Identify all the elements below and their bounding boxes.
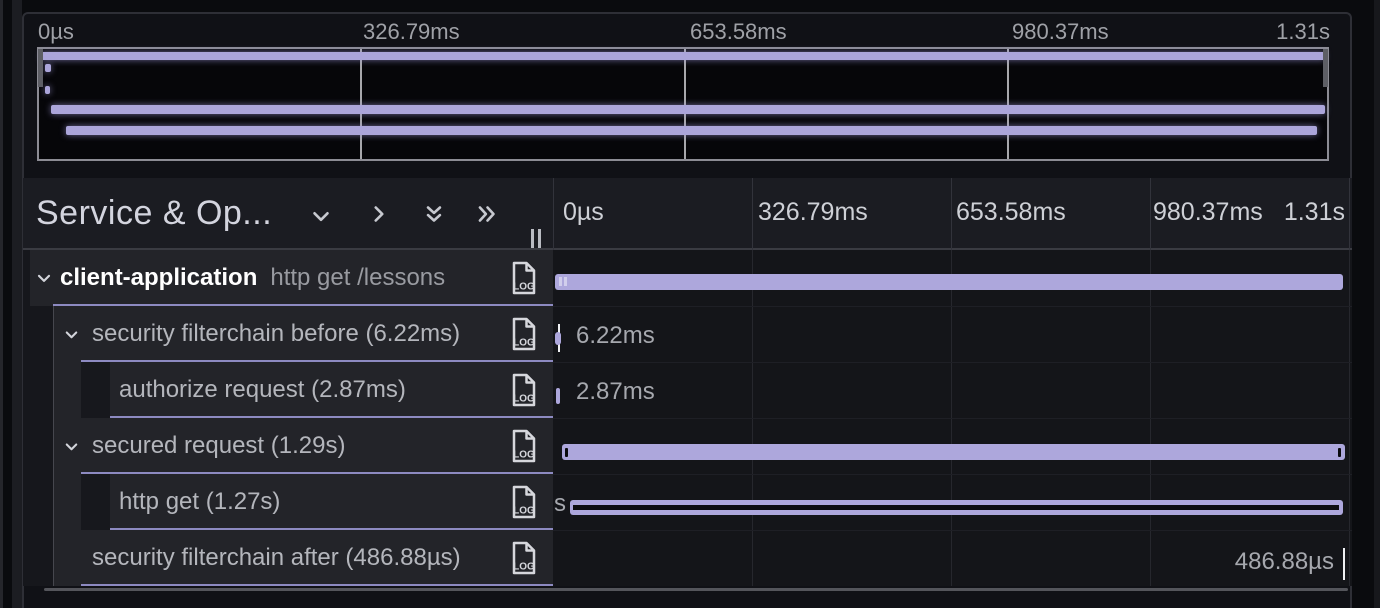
minimap-tick-4: 1.31s (1276, 19, 1330, 44)
span-bar-http-get[interactable] (570, 500, 1343, 515)
chevrons-down-icon[interactable] (421, 201, 447, 227)
minimap-span-bar-root (41, 52, 1325, 60)
minimap-tick-2: 653.58ms (690, 19, 787, 44)
log-icon[interactable]: LOG (509, 316, 539, 352)
span-row-secured-request[interactable]: secured request (1.29s) LOG (23, 418, 553, 474)
header-divider (1349, 178, 1350, 250)
log-marker (564, 277, 567, 286)
row-underline (53, 304, 553, 306)
span-row-filterchain-before[interactable]: security filterchain before (6.22ms) LOG (23, 306, 553, 362)
minimap-span-bar-secured (51, 105, 1325, 114)
span-boundary-line (1343, 548, 1345, 580)
span-label: secured request (1.29s) (92, 432, 346, 459)
page-edge-strip-left2 (12, 0, 22, 608)
span-duration-label: 2.87ms (576, 378, 655, 405)
indent-guide (81, 474, 110, 530)
minimap-tick-0: 0µs (38, 19, 74, 44)
collapse-chevron-icon[interactable] (62, 325, 82, 345)
svg-text:LOG: LOG (513, 449, 535, 460)
svg-text:LOG: LOG (513, 393, 535, 404)
minimap-span-bar-filterchain-before (45, 64, 51, 72)
header-tick-4: 1.31s (1283, 198, 1345, 226)
log-marker (1338, 447, 1341, 457)
operation-name: http get /lessons (270, 264, 446, 291)
minimap-span-bar-httpget (66, 126, 1317, 135)
log-icon[interactable]: LOG (509, 372, 539, 408)
header-divider (1150, 178, 1151, 250)
minimap-tick-1: 326.79ms (363, 19, 460, 44)
row-separator (553, 418, 1352, 419)
span-bar-client-application[interactable] (555, 274, 1343, 290)
row-underline (110, 416, 553, 418)
row-underline (81, 360, 553, 362)
critical-path-stripe (573, 505, 1339, 510)
span-row-authorize-request[interactable]: authorize request (2.87ms) LOG (23, 362, 553, 418)
minimap-gridline (684, 49, 686, 159)
minimap-span-bar-authorize (45, 86, 50, 94)
span-label: security filterchain before (6.22ms) (92, 320, 461, 347)
chevron-right-icon[interactable] (366, 201, 392, 227)
minimap-viewport-handle-right[interactable] (1323, 49, 1328, 87)
timeline-body: 6.22ms 2.87ms 1.27s 486.88µs (553, 250, 1352, 586)
row-separator (553, 362, 1352, 363)
log-marker (559, 277, 562, 286)
minimap-tick-3: 980.37ms (1012, 19, 1109, 44)
span-duration-label: 1.27s (553, 490, 566, 517)
row-underline (81, 584, 553, 586)
chevrons-right-icon[interactable] (474, 201, 500, 227)
header-tick-3: 980.37ms (1153, 198, 1263, 226)
span-duration-label: 486.88µs (1234, 548, 1334, 575)
span-bar-secured-request[interactable] (562, 444, 1345, 460)
span-duration-label: 6.22ms (576, 322, 655, 349)
span-name-column: client-application http get /lessons LOG … (23, 250, 553, 586)
row-underline (81, 472, 553, 474)
log-icon[interactable]: LOG (509, 428, 539, 464)
log-icon[interactable]: LOG (509, 260, 539, 296)
row-separator (553, 530, 1352, 531)
header-divider (553, 178, 554, 250)
trace-minimap[interactable] (37, 47, 1329, 161)
header-divider (951, 178, 952, 250)
span-label: security filterchain after (486.88µs) (92, 544, 461, 571)
svg-text:LOG: LOG (513, 337, 535, 348)
collapse-chevron-icon[interactable] (62, 437, 82, 457)
minimap-viewport-handle-left[interactable] (38, 49, 43, 87)
page-edge-strip-right (1374, 0, 1380, 608)
header-tick-0: 0µs (563, 198, 604, 226)
header-tick-1: 326.79ms (758, 198, 868, 226)
horizontal-scrollbar[interactable] (44, 588, 1348, 591)
collapse-chevron-icon[interactable] (34, 268, 54, 288)
span-label: authorize request (2.87ms) (119, 376, 406, 403)
svg-text:LOG: LOG (513, 281, 535, 292)
span-label: http get (1.27s) (119, 488, 281, 515)
indent-guide (81, 362, 110, 418)
tree-guide-line (53, 306, 54, 586)
page-edge-strip-left (0, 0, 3, 608)
timeline-header (23, 178, 1352, 250)
svg-text:LOG: LOG (513, 505, 535, 516)
svg-text:LOG: LOG (513, 561, 535, 572)
row-separator (553, 474, 1352, 475)
span-row-filterchain-after[interactable]: security filterchain after (486.88µs) LO… (23, 530, 553, 586)
row-separator (553, 306, 1352, 307)
columns-dropdown-label[interactable]: Service & Op... (36, 194, 273, 232)
log-icon[interactable]: LOG (509, 540, 539, 576)
span-row-http-get[interactable]: http get (1.27s) LOG (23, 474, 553, 530)
service-name: client-application (60, 264, 258, 291)
minimap-gridline (1007, 49, 1009, 159)
chevron-down-icon[interactable] (308, 203, 334, 229)
row-underline (110, 528, 553, 530)
span-bar-authorize-request[interactable] (556, 388, 560, 404)
span-row-client-application[interactable]: client-application http get /lessons LOG (23, 250, 553, 306)
log-marker (565, 447, 568, 457)
column-resize-grip[interactable] (531, 229, 543, 248)
header-tick-2: 653.58ms (956, 198, 1066, 226)
header-divider (752, 178, 753, 250)
log-icon[interactable]: LOG (509, 484, 539, 520)
span-bar-filterchain-before[interactable] (555, 332, 561, 345)
minimap-gridline (360, 49, 362, 159)
